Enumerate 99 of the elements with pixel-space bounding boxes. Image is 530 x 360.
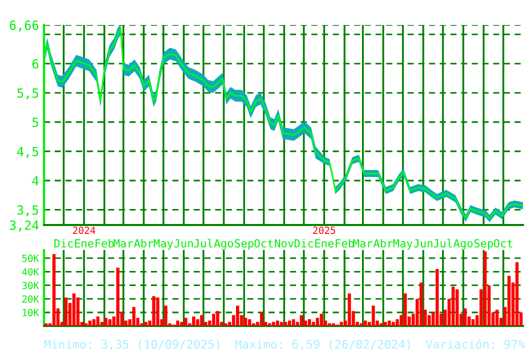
bar: [244, 318, 248, 326]
x-tick-label: Abr: [373, 238, 393, 248]
x-tick-label: Ago: [453, 239, 473, 250]
x-tick-label: Ene: [315, 239, 334, 248]
bar: [360, 323, 363, 326]
x-tick-label: Feb: [96, 238, 114, 248]
bar: [404, 293, 407, 326]
y-tick-label: 20K: [22, 295, 40, 303]
bar: [292, 319, 296, 326]
y-tick-label: 3,24: [10, 220, 39, 232]
bar: [72, 293, 76, 326]
bar: [472, 319, 475, 326]
y-tick-label: 6: [32, 59, 38, 69]
y-tick-label: 6,66: [10, 20, 38, 32]
x-tick-label: May: [154, 239, 174, 250]
x-tick-label: Jun: [414, 239, 432, 248]
x-tick-label: Sep: [474, 239, 493, 250]
bar: [216, 311, 220, 326]
bar: [156, 298, 160, 326]
x-tick-label: Abr: [134, 238, 154, 248]
bar: [88, 320, 92, 326]
bar: [64, 298, 68, 326]
text: Minimo: 3,35 (10/09/2025): [44, 340, 220, 350]
bar: [176, 320, 180, 326]
bar: [92, 319, 96, 326]
bar: [144, 322, 148, 326]
bar: [372, 306, 375, 326]
x-tick-label: Oct: [254, 239, 273, 248]
bar: [180, 322, 184, 326]
bar: [248, 319, 252, 326]
x-tick-label: Jul: [434, 238, 452, 248]
bar: [200, 315, 204, 326]
y-tick-label: 3,5: [17, 205, 38, 216]
bar: [464, 308, 467, 326]
y-tick-label: 5,5: [17, 88, 38, 100]
bar: [132, 307, 136, 326]
bar: [392, 322, 395, 326]
text: Variación: 97%: [426, 339, 525, 349]
x-tick-label: Sep: [234, 239, 254, 250]
bar: [96, 316, 100, 326]
bar: [236, 306, 240, 326]
bar: [456, 289, 459, 326]
y-tick-label: 30K: [22, 282, 40, 290]
bar: [436, 269, 439, 326]
bar: [320, 314, 324, 326]
bar: [364, 320, 367, 326]
bar: [388, 320, 391, 326]
y-tick-label: 4: [32, 176, 39, 186]
x-tick-label: Feb: [336, 238, 354, 248]
bar: [280, 322, 284, 326]
x-tick-label: Jun: [174, 239, 193, 248]
bar: [272, 322, 276, 326]
bar: [196, 319, 200, 326]
bar: [316, 318, 320, 326]
bar: [348, 293, 351, 326]
bar: [340, 322, 343, 326]
bar: [420, 282, 423, 326]
x-tick-label: Nov: [274, 239, 294, 248]
y-tick-label: 4,5: [17, 146, 38, 158]
x-tick-label: Dic: [294, 238, 313, 248]
y-tick-label: 50K: [22, 254, 40, 262]
bar: [212, 314, 216, 326]
bar: [515, 262, 519, 326]
bar: [108, 319, 112, 326]
x-tick-label: Jul: [194, 238, 212, 248]
bar: [184, 318, 188, 326]
bar: [276, 320, 280, 326]
bar: [452, 286, 455, 326]
bar: [300, 315, 304, 326]
bar: [288, 320, 292, 326]
x-tick-label: Ene: [75, 239, 94, 248]
bar: [52, 254, 56, 326]
x-tick-label: Mar: [114, 239, 134, 248]
y-tick-label: 5: [32, 118, 38, 128]
bar: [192, 316, 196, 326]
x-tick-label: Dic: [54, 238, 73, 248]
y-tick-label: 10K: [22, 308, 40, 316]
text: Maximo: 6,59 (26/02/2024): [235, 340, 410, 350]
bar: [76, 298, 80, 326]
bar: [507, 276, 511, 326]
bar: [380, 323, 383, 326]
x2-tick-label: 2024: [73, 226, 96, 234]
bar: [312, 322, 316, 326]
bar: [164, 306, 168, 326]
x-tick-label: Mar: [353, 239, 373, 248]
x2-tick-label: 2025: [313, 226, 336, 234]
bar: [495, 310, 499, 326]
bar: [152, 296, 156, 326]
bar: [384, 322, 387, 326]
bar: [396, 319, 399, 326]
x-tick-label: Oct: [494, 239, 512, 248]
bar: [284, 322, 288, 326]
x-tick-label: Ago: [214, 239, 234, 250]
y-tick-label: 40K: [22, 268, 40, 276]
bar: [260, 312, 264, 326]
x-tick-label: May: [393, 239, 413, 250]
bar: [104, 318, 108, 326]
bar: [308, 319, 312, 326]
bar: [116, 268, 120, 326]
